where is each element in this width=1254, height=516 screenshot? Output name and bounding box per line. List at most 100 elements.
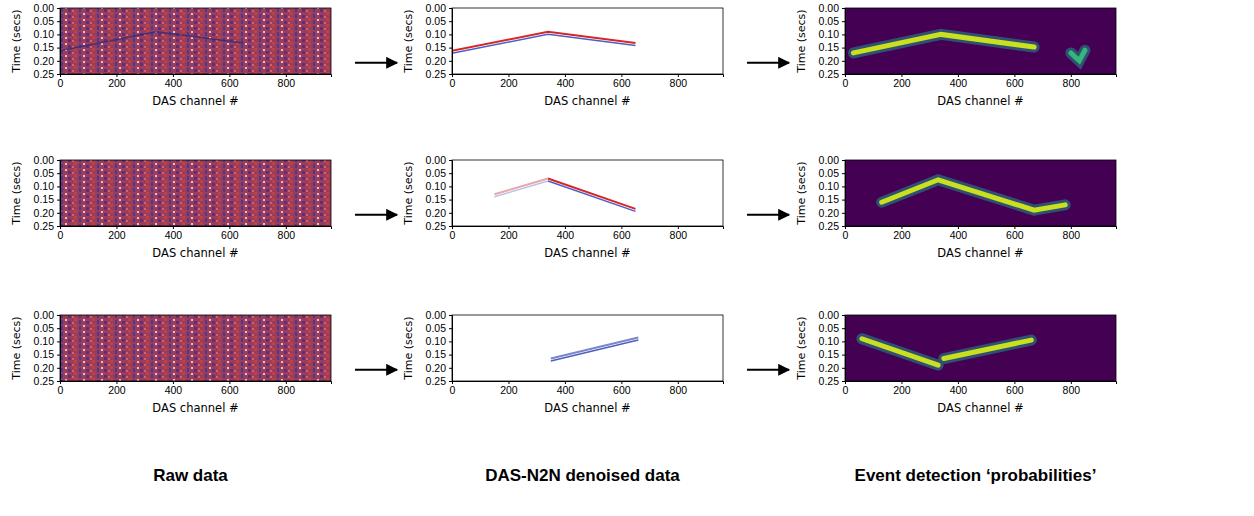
y-tick-mark	[449, 186, 452, 187]
x-axis-title: DAS channel #	[152, 401, 238, 415]
y-tick-label: 0.00	[819, 154, 840, 166]
x-tick: 400	[950, 226, 968, 241]
x-tick-label: 600	[613, 384, 631, 396]
y-tick-label: 0.05	[426, 322, 447, 334]
y-axis: 0.000.050.100.150.200.25	[34, 309, 61, 387]
y-axis-title: Time (secs)	[10, 161, 23, 225]
panel: 02004006008000.000.050.100.150.200.25DAS…	[795, 309, 1117, 415]
figure: 02004006008000.000.050.100.150.200.25DAS…	[0, 0, 1254, 516]
panel: 02004006008000.000.050.100.150.200.25DAS…	[402, 154, 724, 260]
x-tick: 800	[670, 381, 688, 396]
x-tick-label: 200	[108, 384, 126, 396]
x-tick: 200	[500, 74, 518, 89]
y-tick: 0.15	[34, 41, 60, 53]
x-tick: 400	[165, 381, 183, 396]
y-tick: 0.25	[34, 68, 60, 80]
x-tick: 800	[670, 226, 688, 241]
panel: 02004006008000.000.050.100.150.200.25DAS…	[10, 309, 332, 415]
y-tick-mark	[842, 213, 845, 214]
y-tick: 0.00	[426, 309, 452, 321]
x-axis: 0200400600800	[843, 74, 1117, 89]
y-tick-mark	[842, 341, 845, 342]
x-tick-label: 600	[1006, 77, 1024, 89]
y-tick-label: 0.10	[819, 335, 840, 347]
x-tick-label: 400	[557, 77, 575, 89]
plot-background	[60, 8, 331, 74]
y-tick-label: 0.20	[426, 207, 447, 219]
plot-frame	[452, 315, 723, 381]
x-axis-title: DAS channel #	[152, 246, 238, 260]
x-tick: 600	[221, 381, 239, 396]
y-tick: 0.15	[426, 193, 452, 205]
y-axis-title: Time (secs)	[10, 9, 23, 73]
event-probability	[882, 180, 1065, 210]
x-tick-label: 800	[670, 77, 688, 89]
y-tick: 0.20	[426, 362, 452, 374]
x-tick: 200	[500, 226, 518, 241]
event-arrival	[60, 32, 243, 51]
y-tick-mark	[57, 21, 60, 22]
y-tick-mark	[57, 368, 60, 369]
y-tick: 0.25	[819, 375, 845, 387]
panel: 02004006008000.000.050.100.150.200.25DAS…	[10, 154, 332, 260]
y-tick: 0.10	[819, 180, 845, 192]
y-tick-mark	[57, 341, 60, 342]
y-axis: 0.000.050.100.150.200.25	[426, 309, 453, 387]
x-tick: 0	[843, 226, 849, 241]
x-tick-label: 600	[1006, 384, 1024, 396]
x-axis-title: DAS channel #	[937, 246, 1023, 260]
event-probability	[1071, 50, 1085, 61]
y-tick: 0.05	[819, 15, 845, 27]
y-axis-title: Time (secs)	[795, 9, 808, 73]
y-tick-label: 0.25	[426, 375, 447, 387]
y-tick-label: 0.10	[819, 180, 840, 192]
y-tick: 0.25	[34, 375, 60, 387]
x-axis-title: DAS channel #	[544, 94, 630, 108]
x-tick: 800	[278, 226, 296, 241]
x-tick: 200	[500, 381, 518, 396]
x-tick-label: 400	[950, 384, 968, 396]
x-tick: 200	[893, 74, 911, 89]
x-tick-label: 400	[165, 384, 183, 396]
x-tick: 200	[108, 381, 126, 396]
y-tick: 0.05	[819, 167, 845, 179]
y-tick-mark	[449, 34, 452, 35]
y-tick-label: 0.10	[34, 180, 55, 192]
y-tick-mark	[842, 61, 845, 62]
x-axis-title: DAS channel #	[937, 94, 1023, 108]
y-axis-line	[449, 9, 453, 75]
y-tick-mark	[57, 355, 60, 356]
x-tick: 600	[221, 74, 239, 89]
y-tick: 0.10	[426, 335, 452, 347]
event-trough	[548, 181, 636, 211]
y-axis-line	[842, 161, 846, 227]
x-axis-title: DAS channel #	[937, 401, 1023, 415]
y-tick: 0.10	[426, 180, 452, 192]
y-tick-mark	[57, 186, 60, 187]
marks	[862, 339, 1031, 365]
x-tick-label: 600	[613, 229, 631, 241]
y-tick-mark	[449, 74, 452, 75]
y-tick: 0.20	[34, 55, 60, 67]
y-tick: 0.10	[34, 180, 60, 192]
y-tick-mark	[57, 173, 60, 174]
x-tick: 400	[165, 226, 183, 241]
y-tick-mark	[842, 34, 845, 35]
y-tick: 0.15	[819, 348, 845, 360]
y-tick: 0.15	[819, 41, 845, 53]
y-tick: 0.00	[426, 154, 452, 166]
y-tick-label: 0.05	[819, 167, 840, 179]
event-glow	[882, 180, 1065, 210]
y-tick: 0.00	[34, 309, 60, 321]
x-axis: 0200400600800	[843, 226, 1117, 241]
y-tick: 0.10	[34, 335, 60, 347]
x-tick: 0	[450, 381, 456, 396]
y-tick-label: 0.20	[426, 362, 447, 374]
x-tick-label: 0	[58, 384, 64, 396]
x-tick: 0	[58, 381, 64, 396]
x-tick: 600	[613, 381, 631, 396]
y-tick-label: 0.00	[819, 309, 840, 321]
x-tick-label: 200	[108, 229, 126, 241]
y-tick: 0.00	[34, 2, 60, 14]
y-tick-mark	[449, 328, 452, 329]
